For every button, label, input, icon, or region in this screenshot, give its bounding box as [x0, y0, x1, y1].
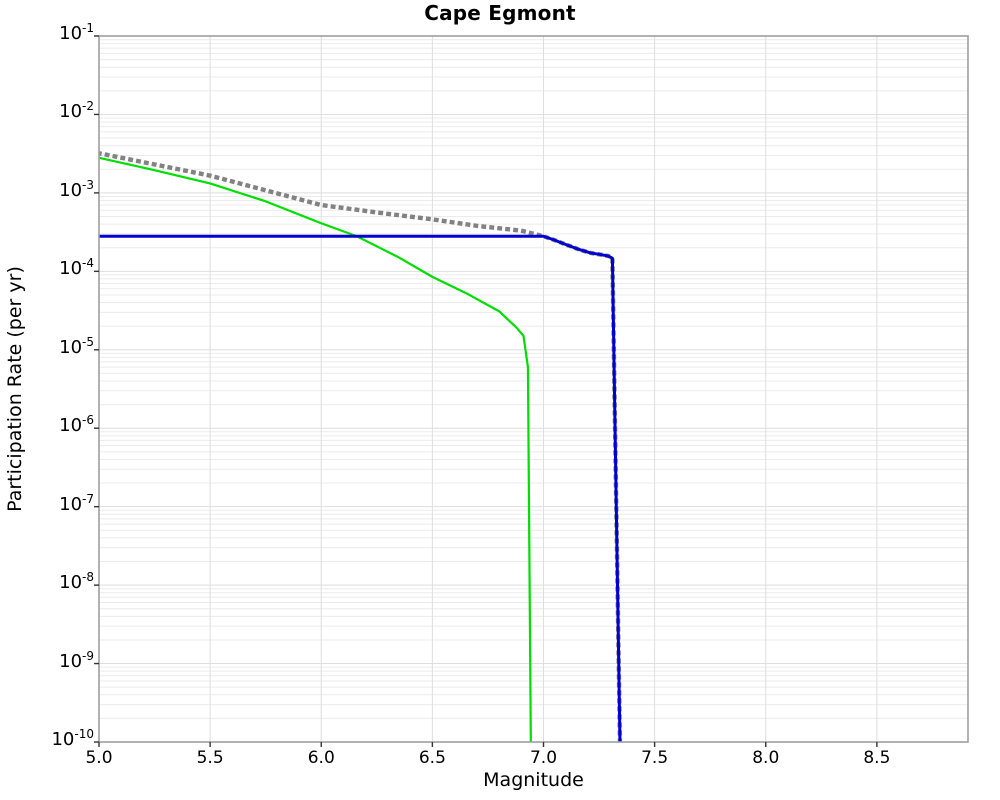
x-tick-label: 5.5 [196, 748, 224, 768]
x-tick-label: 7.0 [529, 748, 558, 768]
series-characteristic-rate [99, 234, 622, 742]
series-gutenberg-richter-rate [99, 156, 532, 742]
y-tick-label: 10-2 [59, 99, 94, 123]
chart-title: Cape Egmont [424, 1, 576, 25]
y-axis-label: Participation Rate (per yr) [4, 266, 26, 512]
x-tick-label: 5.0 [85, 748, 113, 768]
x-tick-label: 8.5 [863, 748, 891, 768]
x-tick-label: 7.5 [641, 748, 669, 768]
x-tick-label: 6.0 [307, 748, 335, 768]
plot-border [98, 35, 969, 743]
x-tick-label: 8.0 [752, 748, 780, 768]
y-tick-label: 10-6 [59, 413, 94, 437]
series-total-participation-rate [99, 151, 623, 742]
x-axis-label: Magnitude [483, 769, 584, 791]
grid-major [98, 35, 968, 743]
y-tick-label: 10-5 [59, 334, 94, 358]
y-tick-label: 10-1 [59, 21, 94, 44]
x-tick-label: 6.5 [418, 748, 446, 768]
y-tick-label: 10-8 [59, 570, 94, 594]
y-tick-label: 10-10 [51, 727, 94, 750]
series-lines [99, 151, 623, 742]
grid-minor-horizontal [99, 39, 968, 719]
axis-ticks [94, 35, 878, 747]
y-tick-label: 10-9 [59, 648, 94, 672]
y-tick-label: 10-4 [59, 256, 94, 280]
y-tick-label: 10-3 [59, 177, 94, 201]
y-tick-label: 10-7 [59, 491, 94, 515]
